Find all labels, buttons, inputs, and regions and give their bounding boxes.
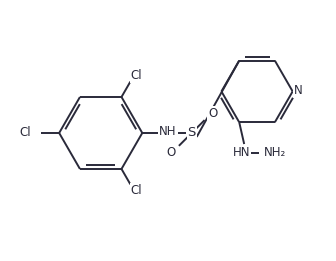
Text: O: O — [208, 107, 217, 120]
Text: N: N — [294, 84, 303, 97]
Text: Cl: Cl — [20, 127, 32, 139]
Text: Cl: Cl — [130, 69, 142, 82]
Text: Cl: Cl — [130, 184, 142, 197]
Text: S: S — [187, 127, 196, 139]
Text: HN: HN — [233, 146, 250, 159]
Text: NH₂: NH₂ — [264, 146, 286, 159]
Text: NH: NH — [159, 126, 177, 139]
Text: O: O — [166, 146, 176, 159]
